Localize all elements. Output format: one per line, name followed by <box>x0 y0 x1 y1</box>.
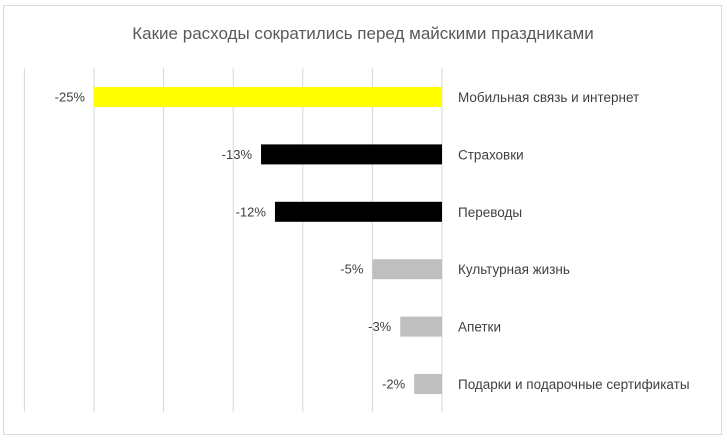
category-label: Переводы <box>458 205 522 220</box>
bar <box>274 201 442 222</box>
bar <box>261 144 442 165</box>
data-label: -13% <box>222 147 253 162</box>
category-label: Культурная жизнь <box>458 262 570 277</box>
data-label: -3% <box>368 319 392 334</box>
category-label: Мобильная связь и интернет <box>458 90 639 105</box>
bar <box>372 259 442 280</box>
chart-frame <box>3 5 722 435</box>
data-label: -2% <box>382 377 406 392</box>
chart-title: Какие расходы сократились перед майскими… <box>132 24 593 43</box>
bar <box>414 374 442 394</box>
category-label: Страховки <box>458 147 524 162</box>
data-label: -25% <box>55 90 86 105</box>
bar <box>400 316 442 337</box>
bar <box>94 87 442 107</box>
category-label: Подарки и подарочные сертификаты <box>458 377 690 392</box>
category-label: Апетки <box>458 320 501 335</box>
data-label: -12% <box>236 204 267 219</box>
data-label: -5% <box>340 262 364 277</box>
